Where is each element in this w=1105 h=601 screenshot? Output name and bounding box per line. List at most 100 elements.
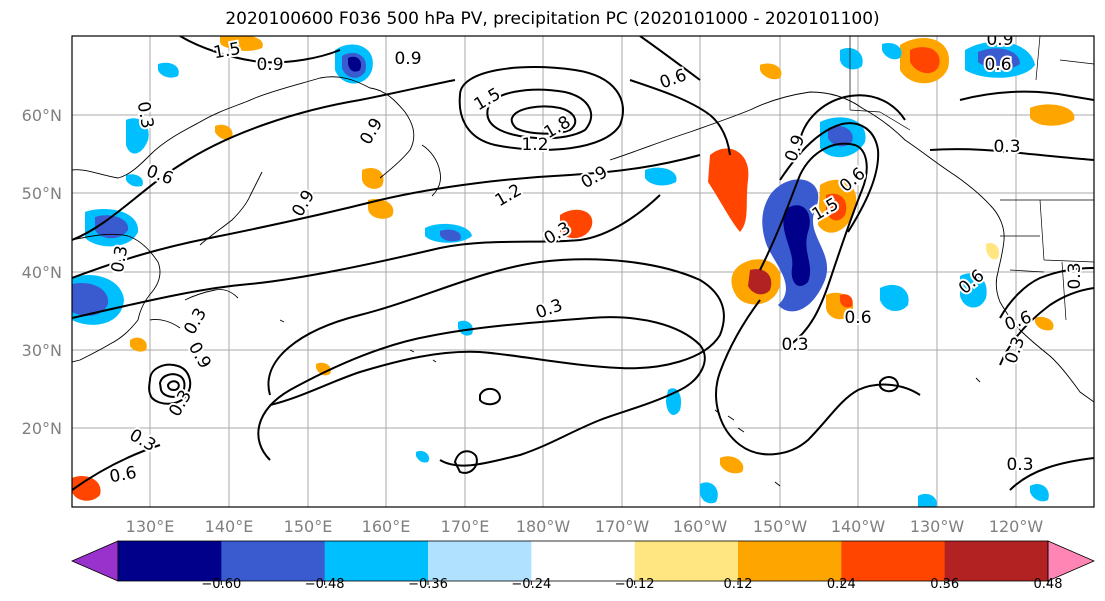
contour-label: 0.3 (993, 137, 1020, 157)
map-gridlines (72, 36, 1094, 507)
negative-anomaly (72, 282, 109, 316)
latitude-label: 60°N (22, 106, 62, 125)
negative-anomaly (416, 450, 430, 463)
contour-label: 0.3 (126, 425, 159, 456)
negative-anomaly (978, 48, 1020, 70)
positive-anomaly (708, 148, 749, 232)
contour-label: 0.3 (1006, 455, 1033, 475)
contour-label: 0.3 (1065, 262, 1085, 289)
latitude-label: 40°N (22, 263, 62, 282)
contour-label: 0.9 (578, 162, 611, 193)
longitude-label: 130°W (910, 517, 965, 536)
colorbar-extend-max (1047, 540, 1096, 582)
negative-anomaly (645, 167, 677, 186)
colorbar-tick-label: −0.12 (615, 577, 655, 592)
contour-label: 1.5 (212, 39, 242, 63)
colorbar-swatch (634, 541, 739, 581)
contour-label: 0.3 (165, 387, 196, 420)
contour-label: 1.2 (521, 135, 548, 155)
latitude-labels: 60°N 50°N 40°N 30°N 20°N (22, 106, 62, 438)
contour-label: 0.9 (356, 115, 387, 148)
positive-anomaly (1035, 316, 1054, 331)
positive-anomaly (362, 167, 384, 189)
positive-anomaly (316, 362, 331, 376)
negative-anomaly (918, 493, 937, 507)
negative-anomaly (1030, 483, 1049, 502)
contour-label: 1.5 (471, 84, 504, 115)
colorbar-tick-label: 0.24 (827, 577, 856, 592)
contour-label: 0.6 (108, 463, 138, 487)
negative-anomaly (960, 273, 987, 308)
latitude-label: 50°N (22, 184, 62, 203)
colorbar-swatch (841, 541, 946, 581)
longitude-label: 150°E (284, 517, 333, 536)
contour-label: 0.6 (984, 55, 1011, 75)
contour-label: 0.9 (781, 132, 809, 164)
colorbar-swatch (738, 541, 842, 581)
colorbar-swatch (221, 541, 326, 581)
longitude-label: 170°E (441, 517, 490, 536)
colorbar-tick-label: 0.48 (1034, 577, 1063, 592)
longitude-label: 120°W (989, 517, 1044, 536)
negative-anomaly (440, 229, 461, 242)
colorbar-swatch (118, 541, 222, 581)
longitude-label: 160°W (673, 517, 728, 536)
positive-anomaly (72, 475, 101, 501)
colorbar-tick-labels: −0.60 −0.48 −0.36 −0.24 −0.12 0.12 0.24 0.36 0.4… (201, 577, 1063, 592)
colorbar-swatch (324, 541, 429, 581)
colorbar-tick-label: −0.36 (408, 577, 448, 592)
negative-anomaly (158, 62, 179, 78)
positive-anomaly (986, 242, 1000, 260)
contour-label: 0.6 (144, 161, 176, 189)
contour-label: 0.9 (184, 339, 215, 372)
contour-label: 0.3 (1001, 334, 1029, 366)
contour-label: 0.3 (781, 335, 808, 355)
negative-anomaly (348, 56, 362, 72)
longitude-label: 130°E (126, 517, 175, 536)
positive-anomaly (720, 456, 744, 474)
longitude-label: 140°W (831, 517, 886, 536)
negative-anomaly (458, 320, 473, 336)
contour-label: 0.3 (108, 244, 132, 274)
positive-anomaly (368, 198, 394, 219)
positive-anomaly (1030, 104, 1075, 126)
positive-anomaly (910, 47, 940, 74)
colorbar-tick-label: −0.48 (305, 577, 345, 592)
colorbar-outline (117, 540, 1049, 582)
colorbar-tick-label: −0.24 (511, 577, 551, 592)
latitude-label: 20°N (22, 419, 62, 438)
colorbar-swatch (944, 541, 1049, 581)
political-borders (849, 36, 1094, 321)
longitude-label: 170°W (595, 517, 650, 536)
positive-anomaly (220, 36, 263, 51)
negative-anomaly (95, 215, 129, 239)
contour-label: 0.6 (1002, 307, 1034, 335)
negative-anomaly (880, 284, 909, 312)
colorbar-tick-label: 0.12 (724, 577, 753, 592)
positive-anomaly (748, 269, 772, 295)
negative-anomaly (126, 174, 143, 187)
latitude-label: 30°N (22, 341, 62, 360)
positive-anomaly (215, 124, 233, 140)
longitude-label: 180°W (516, 517, 571, 536)
negative-anomaly (783, 205, 811, 287)
map-frame (71, 35, 1095, 508)
negative-anomaly (700, 482, 718, 504)
negative-anomaly (126, 118, 149, 154)
positive-anomaly (826, 193, 847, 221)
longitude-labels: 130°E 140°E 150°E 160°E 170°E 180°W 170°W 160°W… (126, 517, 1044, 536)
precipitation-shading (72, 36, 1075, 507)
colorbar-extend-min (70, 540, 119, 582)
contour-label: 0.9 (256, 55, 283, 75)
map-title: 2020100600 F036 500 hPa PV, precipitatio… (225, 9, 880, 29)
contour-label: 1.2 (492, 180, 525, 211)
contour-label: 0.6 (844, 308, 871, 328)
positive-anomaly (760, 63, 782, 80)
negative-anomaly (840, 47, 863, 70)
colorbar-swatch (428, 541, 532, 581)
colorbar (70, 540, 1096, 582)
colorbar-tick-label: −0.60 (201, 577, 241, 592)
longitude-label: 160°E (362, 517, 411, 536)
negative-anomaly (828, 125, 853, 147)
